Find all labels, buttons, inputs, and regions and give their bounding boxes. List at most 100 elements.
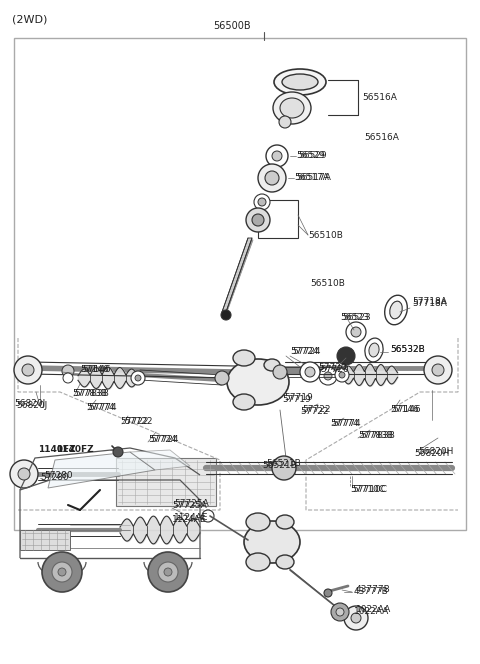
- Text: 57722: 57722: [120, 418, 148, 426]
- Circle shape: [14, 356, 42, 384]
- Text: 57710C: 57710C: [350, 485, 385, 495]
- Circle shape: [113, 447, 123, 457]
- Text: 57774: 57774: [88, 404, 117, 412]
- Ellipse shape: [264, 359, 280, 371]
- Circle shape: [22, 364, 34, 376]
- Circle shape: [131, 371, 145, 385]
- Text: 57722: 57722: [300, 408, 328, 416]
- Circle shape: [254, 194, 270, 210]
- Text: 57710C: 57710C: [352, 485, 387, 495]
- Circle shape: [339, 372, 345, 378]
- Text: 57722: 57722: [302, 406, 331, 414]
- Text: 56532B: 56532B: [390, 345, 425, 355]
- Text: 57724: 57724: [148, 436, 177, 444]
- Ellipse shape: [390, 301, 402, 319]
- Ellipse shape: [246, 553, 270, 571]
- Circle shape: [10, 460, 38, 488]
- Ellipse shape: [227, 359, 289, 405]
- Circle shape: [335, 368, 349, 382]
- Circle shape: [63, 373, 73, 383]
- Text: 57720: 57720: [318, 363, 347, 373]
- Ellipse shape: [246, 513, 270, 531]
- Circle shape: [346, 322, 366, 342]
- Text: 57783B: 57783B: [72, 390, 107, 398]
- Text: 56532B: 56532B: [390, 345, 425, 355]
- Text: 56521B: 56521B: [266, 459, 301, 469]
- Text: 56529: 56529: [298, 151, 326, 161]
- Text: 57146: 57146: [80, 365, 108, 374]
- Text: 1140FZ: 1140FZ: [38, 446, 76, 454]
- Ellipse shape: [365, 338, 383, 362]
- Text: (2WD): (2WD): [12, 15, 48, 25]
- Text: 56529: 56529: [296, 151, 324, 161]
- Circle shape: [42, 552, 82, 592]
- Text: 57280: 57280: [40, 473, 69, 483]
- Ellipse shape: [274, 69, 326, 95]
- Circle shape: [272, 456, 296, 480]
- Text: 57718A: 57718A: [412, 297, 447, 307]
- Ellipse shape: [276, 515, 294, 529]
- Text: 57725A: 57725A: [172, 501, 207, 511]
- Text: 43777B: 43777B: [356, 586, 391, 594]
- Circle shape: [215, 371, 229, 385]
- Circle shape: [266, 145, 288, 167]
- Text: 57719: 57719: [282, 396, 311, 404]
- Circle shape: [246, 208, 270, 232]
- Ellipse shape: [244, 521, 300, 563]
- Circle shape: [164, 568, 172, 576]
- Circle shape: [331, 603, 349, 621]
- Text: 57280: 57280: [44, 471, 72, 481]
- Text: 57146: 57146: [82, 365, 110, 374]
- Text: 57783B: 57783B: [74, 390, 109, 398]
- Text: 57719: 57719: [284, 394, 313, 402]
- Text: 56523: 56523: [340, 313, 369, 323]
- Circle shape: [432, 364, 444, 376]
- Text: 56517A: 56517A: [294, 173, 329, 183]
- Circle shape: [221, 310, 231, 320]
- Text: 56820J: 56820J: [16, 402, 47, 410]
- Circle shape: [258, 164, 286, 192]
- Circle shape: [58, 568, 66, 576]
- Circle shape: [336, 608, 344, 616]
- Circle shape: [252, 214, 264, 226]
- Circle shape: [324, 589, 332, 597]
- Circle shape: [258, 198, 266, 206]
- Circle shape: [202, 510, 214, 522]
- Bar: [116, 458, 216, 506]
- Circle shape: [272, 151, 282, 161]
- Text: 56820H: 56820H: [414, 450, 449, 459]
- Text: 56820H: 56820H: [418, 448, 454, 457]
- Polygon shape: [48, 452, 155, 488]
- Circle shape: [319, 367, 337, 385]
- Circle shape: [62, 365, 74, 377]
- Text: 57720: 57720: [320, 365, 348, 374]
- Circle shape: [337, 347, 355, 365]
- Text: 57722: 57722: [124, 418, 153, 426]
- Circle shape: [273, 365, 287, 379]
- Ellipse shape: [384, 295, 408, 325]
- Text: 57725A: 57725A: [174, 499, 209, 509]
- Text: 57724: 57724: [150, 436, 179, 444]
- Circle shape: [52, 562, 72, 582]
- Text: 56517A: 56517A: [296, 173, 331, 183]
- Text: 1022AA: 1022AA: [354, 608, 389, 616]
- Polygon shape: [222, 238, 252, 312]
- Text: 1124AE: 1124AE: [172, 515, 206, 525]
- Text: 57724: 57724: [290, 347, 319, 357]
- Text: 57774: 57774: [332, 420, 360, 428]
- Text: 57146: 57146: [392, 406, 420, 414]
- Circle shape: [265, 171, 279, 185]
- Ellipse shape: [233, 394, 255, 410]
- Text: 56516A: 56516A: [364, 133, 399, 143]
- Bar: [20, 530, 70, 550]
- Circle shape: [351, 327, 361, 337]
- Ellipse shape: [280, 98, 304, 118]
- Text: 57774: 57774: [330, 418, 359, 428]
- Ellipse shape: [273, 92, 311, 124]
- Text: 56510B: 56510B: [308, 230, 343, 240]
- Text: 1022AA: 1022AA: [356, 606, 391, 614]
- Circle shape: [300, 362, 320, 382]
- Text: 57783B: 57783B: [358, 432, 393, 440]
- Text: 57783B: 57783B: [360, 432, 395, 440]
- Circle shape: [135, 375, 141, 381]
